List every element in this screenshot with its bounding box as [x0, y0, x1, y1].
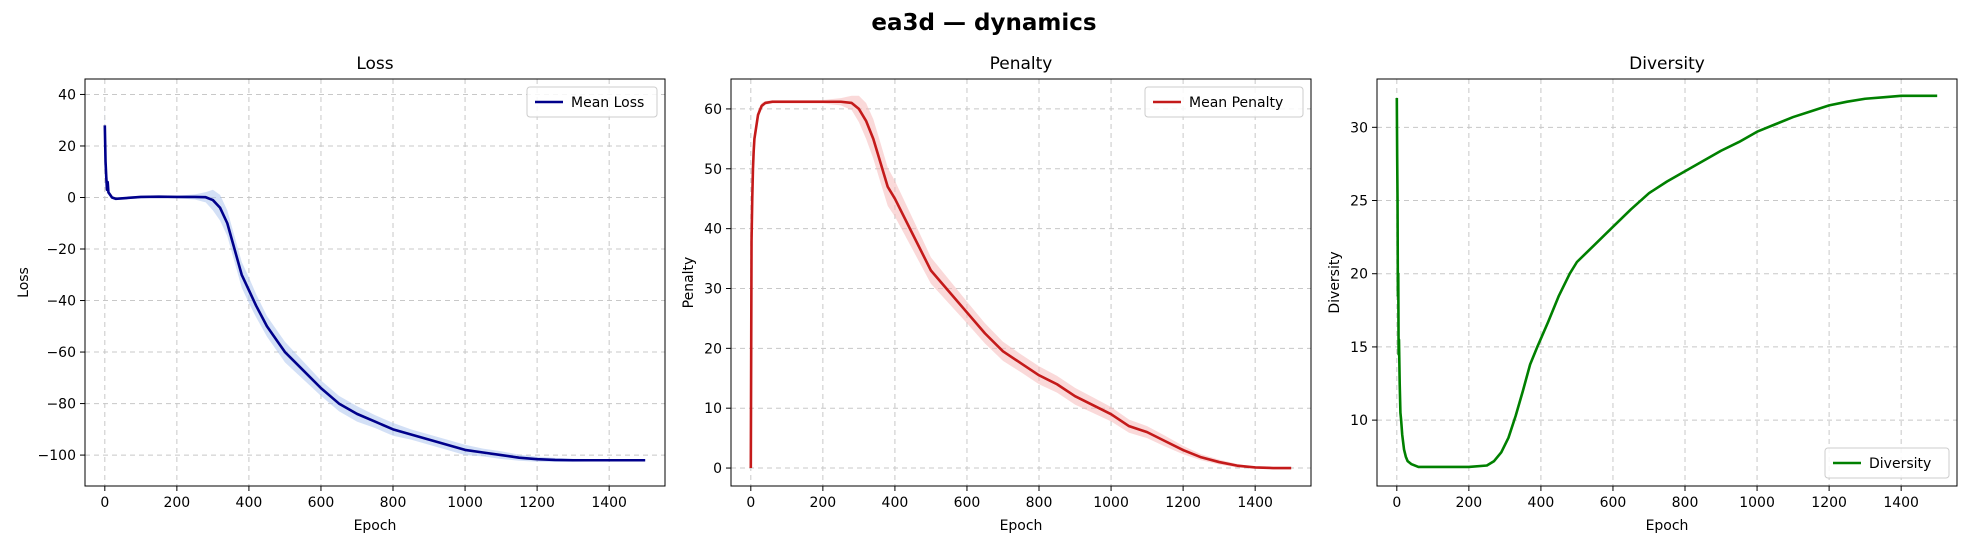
y-tick-label: −40	[46, 294, 76, 310]
legend-box	[1144, 86, 1304, 118]
y-tick-label: −60	[46, 345, 76, 361]
x-tick-label: 1000	[1093, 495, 1129, 511]
series-group	[749, 95, 1292, 470]
y-tick-label: 10	[1350, 413, 1368, 429]
chart-title: Penalty	[990, 54, 1053, 74]
y-tick-label: 15	[1350, 340, 1368, 356]
series-band	[750, 95, 1292, 469]
x-tick-label: 400	[236, 495, 263, 511]
x-axis-label: Epoch	[1000, 518, 1043, 534]
y-tick-label: 0	[713, 461, 722, 477]
y-tick-label: 25	[1350, 194, 1368, 210]
y-axis-label: Penalty	[681, 257, 697, 309]
x-tick-label: 1200	[519, 495, 555, 511]
x-tick-label: 800	[1026, 495, 1053, 511]
x-tick-label: 800	[380, 495, 407, 511]
y-tick-label: 20	[704, 341, 722, 357]
y-tick-label: 60	[704, 102, 722, 118]
plot-area	[731, 79, 1311, 486]
y-axis-label: Loss	[16, 267, 32, 298]
x-tick-label: 400	[1528, 495, 1555, 511]
x-tick-label: 600	[1600, 495, 1627, 511]
series-line-mean-penalty	[749, 100, 1292, 470]
plot-frame	[730, 78, 1312, 487]
x-tick-label: 800	[1672, 495, 1699, 511]
plot-frame	[84, 78, 666, 487]
y-tick-label: 0	[67, 190, 76, 206]
x-tick-label: 0	[100, 495, 109, 511]
y-tick-label: 10	[704, 401, 722, 417]
y-tick-label: −80	[46, 397, 76, 413]
legend-box	[1824, 447, 1950, 479]
x-tick-label: 600	[954, 495, 981, 511]
chart-panel-penalty: 0 200 400 600 800 1000 1200 1400 60 50 40 30 20 10 0 Pe…	[681, 54, 1312, 534]
legend-label: Mean Penalty	[1189, 95, 1283, 111]
legend-label: Mean Loss	[571, 95, 644, 111]
y-axis-label: Diversity	[1327, 251, 1343, 313]
x-tick-label: 1000	[1739, 495, 1775, 511]
x-tick-label: 1400	[591, 495, 627, 511]
series-group	[1395, 94, 1938, 469]
y-tick-label: 20	[58, 139, 76, 155]
x-tick-label: 1400	[1883, 495, 1919, 511]
x-tick-label: 0	[746, 495, 755, 511]
y-tick-label: 40	[58, 87, 76, 103]
x-tick-label: 0	[1392, 495, 1401, 511]
y-tick-label: 20	[1350, 267, 1368, 283]
x-tick-label: 200	[1455, 495, 1482, 511]
legend: Mean Loss	[526, 86, 658, 118]
x-tick-label: 600	[308, 495, 335, 511]
chart-title: Diversity	[1629, 54, 1705, 74]
x-axis-label: Epoch	[1646, 518, 1689, 534]
x-axis-label: Epoch	[354, 518, 397, 534]
legend: Mean Penalty	[1144, 86, 1304, 118]
legend: Diversity	[1824, 447, 1950, 479]
x-tick-label: 1000	[447, 495, 483, 511]
plot-area	[1377, 79, 1957, 486]
plot-frame	[1376, 78, 1958, 487]
y-tick-label: 30	[704, 281, 722, 297]
series-group	[103, 104, 646, 463]
x-tick-label: 1200	[1165, 495, 1201, 511]
chart-panel-diversity: 0 200 400 600 800 1000 1200 1400 30 25 20 15 10 Diver…	[1327, 54, 1958, 534]
chart-panel-loss: 0 200 400 600 800 1000 1200 140040200−20−40−60−…	[16, 54, 666, 534]
y-tick-label: −100	[38, 448, 76, 464]
y-tick-label: 50	[704, 162, 722, 178]
y-tick-label: 40	[704, 222, 722, 238]
x-tick-label: 1400	[1237, 495, 1273, 511]
series-line-mean-loss	[103, 125, 646, 462]
x-tick-label: 200	[163, 495, 190, 511]
x-tick-label: 200	[809, 495, 836, 511]
series-line-diversity	[1395, 94, 1938, 469]
legend-box	[526, 86, 658, 118]
figure-suptitle: ea3d — dynamics	[871, 10, 1096, 36]
y-tick-label: −20	[46, 242, 76, 258]
chart-title: Loss	[356, 54, 393, 74]
x-tick-label: 400	[882, 495, 909, 511]
chart-panels: 0 200 400 600 800 1000 1200 140040200−20−40−60−…	[16, 54, 1958, 534]
y-tick-label: 30	[1350, 120, 1368, 136]
x-tick-label: 1200	[1811, 495, 1847, 511]
legend-label: Diversity	[1869, 456, 1931, 472]
